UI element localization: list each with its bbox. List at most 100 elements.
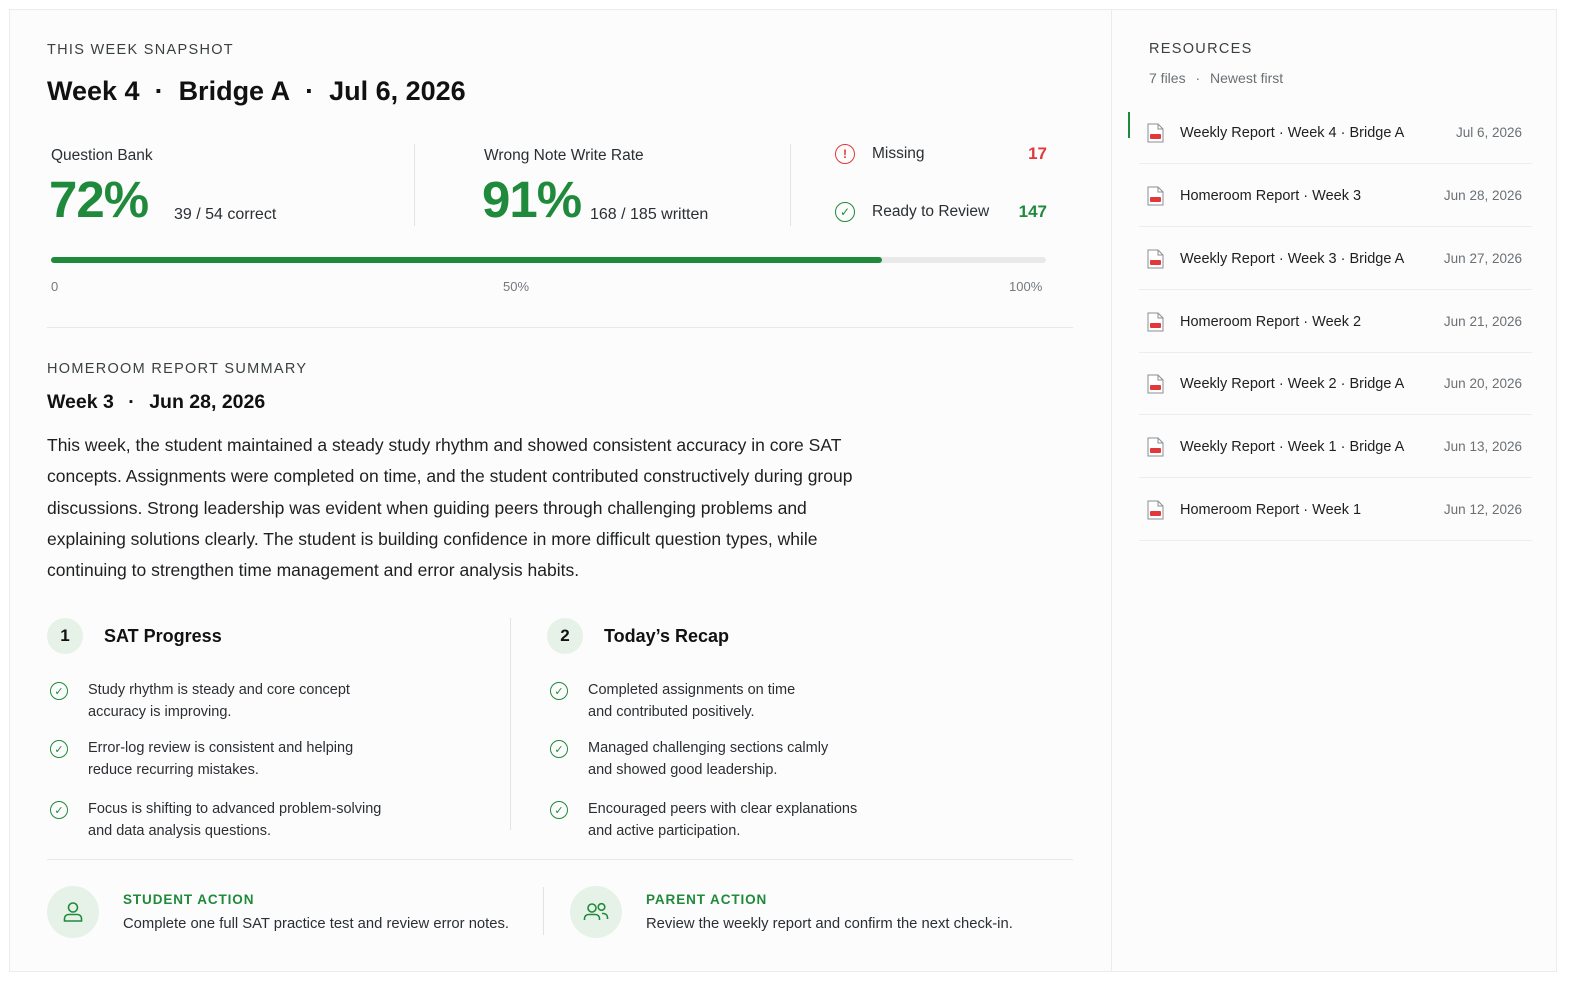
check-circle-icon: ✓ xyxy=(50,740,68,758)
homeroom-summary-text: This week, the student maintained a stea… xyxy=(47,435,853,581)
list-item-text: Encouraged peers with clear explanations… xyxy=(588,801,858,839)
stat-divider xyxy=(790,144,791,226)
parent-action-text: Review the weekly report and confirm the… xyxy=(646,916,1013,932)
resource-item[interactable]: Weekly Report · Week 2 · Bridge A Jun 20… xyxy=(1139,353,1532,415)
stat-divider xyxy=(414,144,415,226)
section-title: Today’s Recap xyxy=(604,625,730,646)
resource-item[interactable]: Weekly Report · Week 3 · Bridge A Jun 27… xyxy=(1139,228,1532,290)
resource-date: Jun 20, 2026 xyxy=(1443,376,1522,391)
snapshot-title: Week 4 · Bridge A · Jul 6, 2026 xyxy=(47,76,466,107)
parent-action: PARENT ACTION Review the weekly report a… xyxy=(570,886,1013,938)
resource-name: Weekly Report · Week 4 · Bridge A xyxy=(1180,124,1405,141)
missing-label: Missing xyxy=(872,145,925,162)
report-card: THIS WEEK SNAPSHOT Week 4 · Bridge A · J… xyxy=(9,9,1557,972)
list-item: ✓ Completed assignments on time and cont… xyxy=(550,680,970,723)
resource-item[interactable]: Homeroom Report · Week 1 Jun 12, 2026 xyxy=(1139,479,1532,541)
student-action-text: Complete one full SAT practice test and … xyxy=(123,916,509,932)
list-item-text: Error-log review is consistent and helpi… xyxy=(88,740,354,778)
list-item: ✓ Focus is shifting to advanced problem-… xyxy=(50,799,470,842)
section-header: 1 SAT Progress xyxy=(47,618,487,654)
check-circle-icon: ✓ xyxy=(550,801,568,819)
homeroom-title: Week 3 · Jun 28, 2026 xyxy=(47,391,265,414)
snapshot-group: Bridge A xyxy=(178,76,291,106)
section-title: SAT Progress xyxy=(104,625,222,646)
resource-date: Jul 6, 2026 xyxy=(1455,125,1522,140)
separator: · xyxy=(154,76,164,106)
resource-date: Jun 28, 2026 xyxy=(1443,188,1522,203)
resource-name: Homeroom Report · Week 3 xyxy=(1180,187,1362,204)
student-action: STUDENT ACTION Complete one full SAT pra… xyxy=(47,886,509,938)
resources-sort: Newest first xyxy=(1210,70,1284,86)
wrong-note-label: Wrong Note Write Rate xyxy=(484,147,644,164)
pdf-file-icon xyxy=(1147,123,1164,142)
pdf-file-icon xyxy=(1147,374,1164,393)
pdf-file-icon xyxy=(1147,312,1164,331)
list-item-text: Managed challenging sections calmly and … xyxy=(588,740,829,778)
progress-bar xyxy=(51,257,1046,263)
section-number-badge: 1 xyxy=(47,618,83,654)
pdf-file-icon xyxy=(1147,500,1164,519)
resource-name: Weekly Report · Week 1 · Bridge A xyxy=(1180,438,1405,455)
missing-row[interactable]: ! Missing 17 xyxy=(835,144,1047,164)
section-divider xyxy=(47,859,1073,860)
homeroom-eyebrow: HOMEROOM REPORT SUMMARY xyxy=(47,361,308,377)
resource-date: Jun 21, 2026 xyxy=(1443,314,1522,329)
resource-name: Homeroom Report · Week 1 xyxy=(1180,501,1362,518)
wrong-note-detail: 168 / 185 written xyxy=(590,206,709,223)
check-circle-icon: ✓ xyxy=(550,682,568,700)
resources-panel: RESOURCES 7 files · Newest first Weekly … xyxy=(1111,10,1557,971)
resource-item[interactable]: Weekly Report · Week 4 · Bridge A Jul 6,… xyxy=(1128,102,1532,164)
resource-name: Weekly Report · Week 3 · Bridge A xyxy=(1180,250,1405,267)
pdf-file-icon xyxy=(1147,186,1164,205)
list-item: ✓ Encouraged peers with clear explanatio… xyxy=(550,799,970,842)
resource-date: Jun 12, 2026 xyxy=(1443,502,1522,517)
check-circle-icon: ✓ xyxy=(550,740,568,758)
snapshot-date: Jul 6, 2026 xyxy=(329,76,466,106)
homeroom-date: Jun 28, 2026 xyxy=(149,391,266,413)
resource-date: Jun 27, 2026 xyxy=(1443,251,1522,266)
ready-count: 147 xyxy=(1018,202,1047,221)
resources-meta: 7 files · Newest first xyxy=(1149,70,1283,86)
snapshot-eyebrow: THIS WEEK SNAPSHOT xyxy=(47,42,234,58)
resource-name: Homeroom Report · Week 2 xyxy=(1180,313,1362,330)
todays-recap-section: 2 Today’s Recap ✓ Completed assignments … xyxy=(547,618,987,839)
separator: · xyxy=(1195,70,1201,86)
resource-name: Weekly Report · Week 2 · Bridge A xyxy=(1180,375,1405,392)
question-bank-label: Question Bank xyxy=(51,147,153,164)
users-icon xyxy=(570,886,622,938)
sat-progress-section: 1 SAT Progress ✓ Study rhythm is steady … xyxy=(47,618,487,839)
progress-tick-max: 100% xyxy=(1009,279,1043,294)
missing-count: 17 xyxy=(1028,144,1047,163)
separator: · xyxy=(305,76,315,106)
resource-item[interactable]: Weekly Report · Week 1 · Bridge A Jun 13… xyxy=(1139,416,1532,478)
resource-item[interactable]: Homeroom Report · Week 3 Jun 28, 2026 xyxy=(1139,165,1532,227)
list-item: ✓ Study rhythm is steady and core concep… xyxy=(50,680,470,723)
list-item: ✓ Managed challenging sections calmly an… xyxy=(550,738,970,781)
homeroom-week: Week 3 xyxy=(47,391,114,413)
wrong-note-percent: 91% xyxy=(482,171,582,228)
resource-date: Jun 13, 2026 xyxy=(1443,439,1522,454)
section-divider xyxy=(47,327,1073,328)
ready-row[interactable]: ✓ Ready to Review 147 xyxy=(835,202,1047,222)
pdf-file-icon xyxy=(1147,437,1164,456)
section-header: 2 Today’s Recap xyxy=(547,618,987,654)
list-item-text: Completed assignments on time and contri… xyxy=(588,682,796,720)
check-circle-icon: ✓ xyxy=(50,801,68,819)
action-divider xyxy=(543,887,544,935)
question-bank-percent: 72% xyxy=(49,171,149,228)
resources-eyebrow: RESOURCES xyxy=(1149,41,1253,57)
resources-count: 7 files xyxy=(1149,70,1186,86)
student-action-label: STUDENT ACTION xyxy=(123,892,255,907)
check-circle-icon: ✓ xyxy=(50,682,68,700)
snapshot-week: Week 4 xyxy=(47,76,140,106)
list-item-text: Study rhythm is steady and core concept … xyxy=(88,682,350,720)
user-icon xyxy=(47,886,99,938)
resource-item[interactable]: Homeroom Report · Week 2 Jun 21, 2026 xyxy=(1139,291,1532,353)
check-circle-icon: ✓ xyxy=(835,202,855,222)
progress-fill xyxy=(51,257,882,263)
question-bank-detail: 39 / 54 correct xyxy=(174,206,277,223)
section-number-badge: 2 xyxy=(547,618,583,654)
column-divider xyxy=(510,618,511,830)
ready-label: Ready to Review xyxy=(872,203,990,220)
main-panel: THIS WEEK SNAPSHOT Week 4 · Bridge A · J… xyxy=(10,10,1111,971)
